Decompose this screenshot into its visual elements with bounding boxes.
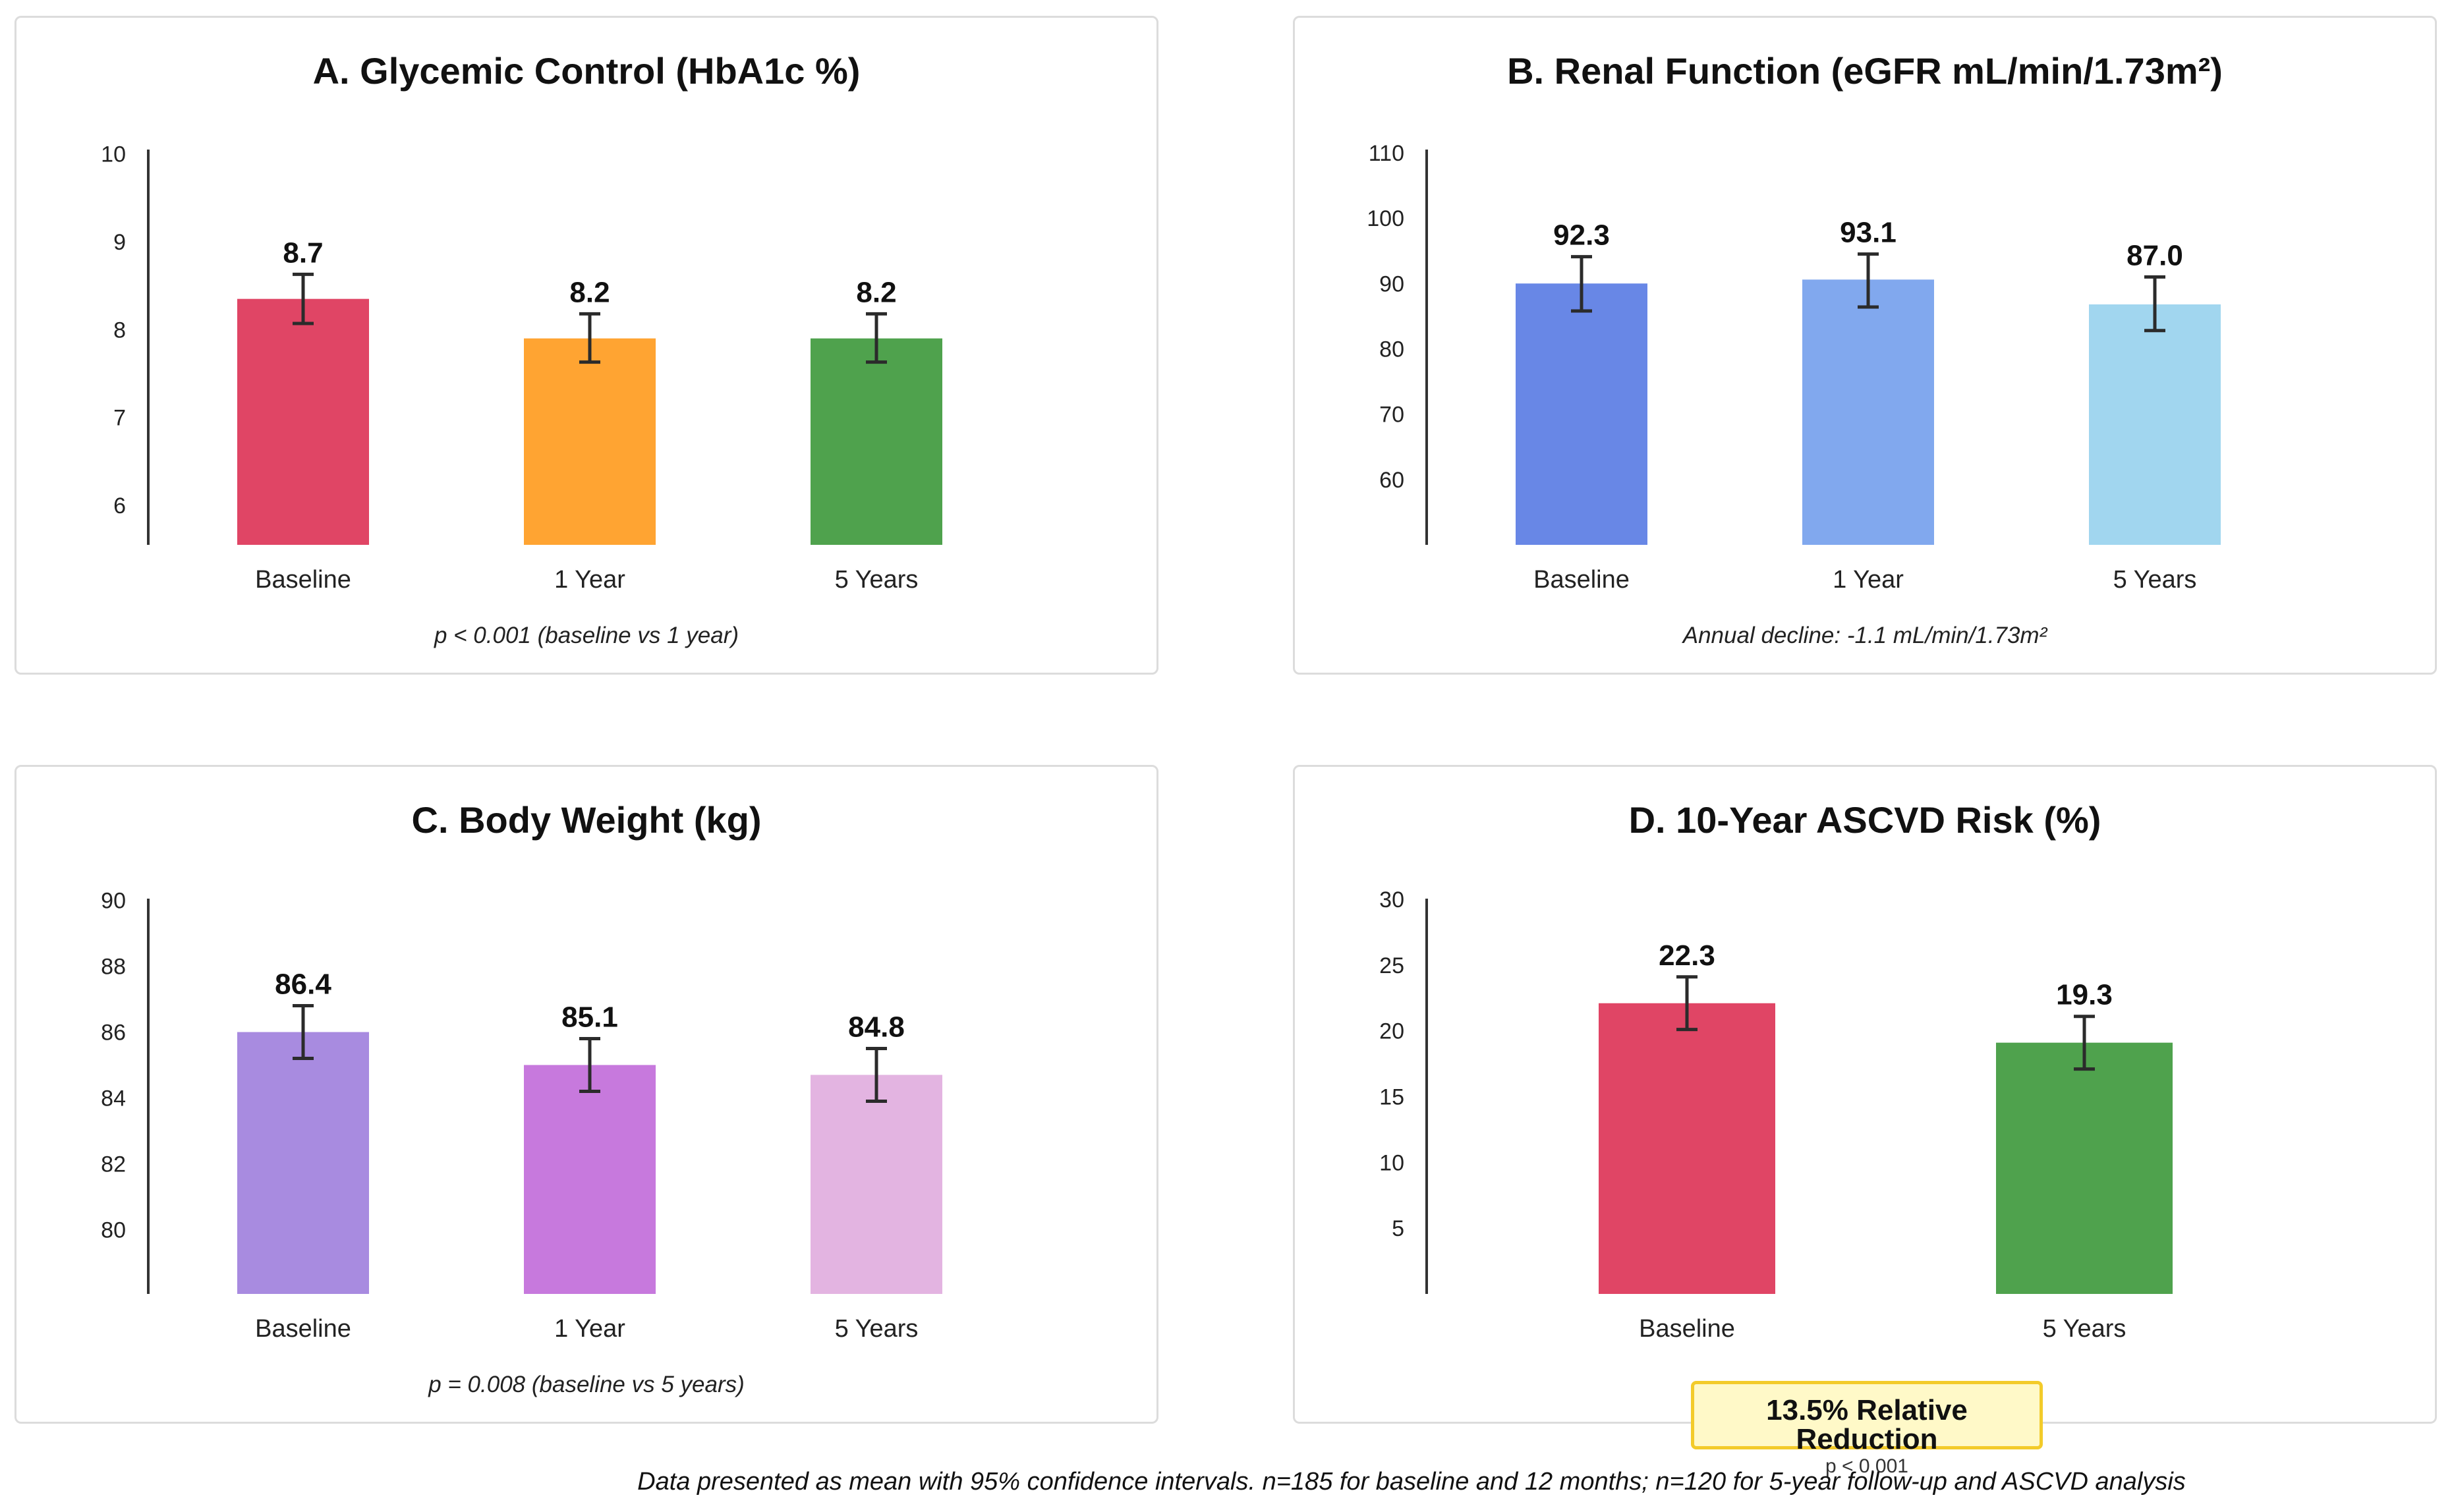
chart-title: A. Glycemic Control (HbA1c %) bbox=[312, 50, 861, 92]
y-tick-label: 110 bbox=[1369, 141, 1404, 166]
chart-title: B. Renal Function (eGFR mL/min/1.73m²) bbox=[1507, 50, 2223, 92]
y-tick-label: 9 bbox=[113, 230, 126, 255]
error-bar bbox=[2144, 275, 2165, 333]
x-tick-label: 5 Years bbox=[835, 1315, 919, 1343]
error-bar bbox=[293, 1004, 314, 1060]
data-label: 19.3 bbox=[2056, 979, 2113, 1011]
y-tick-label: 86 bbox=[101, 1021, 126, 1046]
error-bar bbox=[866, 312, 887, 364]
chart-note: Annual decline: -1.1 mL/min/1.73m² bbox=[1682, 623, 2047, 648]
data-label: 85.1 bbox=[561, 1001, 618, 1034]
chart-note: p = 0.008 (baseline vs 5 years) bbox=[428, 1372, 745, 1397]
panel-renal-function: B. Renal Function (eGFR mL/min/1.73m²) 1… bbox=[1293, 16, 2437, 675]
y-tick-label: 15 bbox=[1379, 1084, 1404, 1109]
data-label: 22.3 bbox=[1659, 939, 1715, 972]
bar bbox=[524, 1065, 656, 1294]
relative-reduction-badge: 13.5% Relative Reduction p < 0.001 bbox=[1691, 1381, 2043, 1476]
x-tick-label: 5 Years bbox=[2043, 1315, 2126, 1343]
y-tick-label: 60 bbox=[1379, 468, 1404, 493]
x-tick-label: 1 Year bbox=[1833, 566, 1904, 594]
error-bar bbox=[293, 272, 314, 325]
y-tick-label: 6 bbox=[113, 493, 126, 518]
data-label: 8.2 bbox=[569, 276, 610, 308]
y-tick-label: 25 bbox=[1379, 953, 1404, 978]
x-tick-label: Baseline bbox=[1639, 1315, 1735, 1343]
error-bar bbox=[866, 1047, 887, 1103]
y-tick-label: 100 bbox=[1367, 206, 1404, 231]
bar bbox=[1996, 1042, 2173, 1294]
y-tick-label: 20 bbox=[1379, 1019, 1404, 1044]
panel-ascvd-risk: D. 10-Year ASCVD Risk (%) 30 25 20 15 10 5 22.… bbox=[1293, 765, 2437, 1424]
x-tick-label: 1 Year bbox=[554, 1315, 625, 1343]
bar bbox=[237, 1032, 369, 1294]
bar bbox=[811, 338, 942, 545]
y-tick-label: 30 bbox=[1379, 887, 1404, 912]
relative-reduction-label: 13.5% Relative Reduction bbox=[1766, 1394, 1968, 1455]
error-bar bbox=[1571, 255, 1592, 313]
bar bbox=[524, 338, 656, 545]
y-tick-label: 70 bbox=[1379, 403, 1404, 428]
error-bar bbox=[579, 312, 600, 364]
x-tick-label: 1 Year bbox=[554, 566, 625, 594]
error-bar bbox=[2074, 1015, 2095, 1071]
data-label: 8.2 bbox=[856, 276, 896, 308]
data-label: 84.8 bbox=[848, 1011, 905, 1044]
relative-reduction-pvalue: p < 0.001 bbox=[1825, 1455, 1908, 1477]
bar bbox=[2089, 304, 2221, 545]
error-bar bbox=[1858, 252, 1879, 309]
y-tick-label: 10 bbox=[101, 142, 126, 167]
figure-footnote: Data presented as mean with 95% confiden… bbox=[0, 1468, 2454, 1496]
data-label: 92.3 bbox=[1553, 219, 1610, 252]
y-tick-label: 80 bbox=[101, 1218, 126, 1243]
y-tick-label: 90 bbox=[101, 889, 126, 914]
error-bar bbox=[579, 1037, 600, 1093]
y-tick-label: 84 bbox=[101, 1086, 126, 1111]
y-tick-label: 7 bbox=[113, 406, 126, 431]
chart-title: C. Body Weight (kg) bbox=[411, 799, 762, 841]
bar bbox=[811, 1075, 942, 1294]
y-tick-label: 80 bbox=[1379, 337, 1404, 362]
bar bbox=[1599, 1003, 1775, 1294]
y-tick-label: 82 bbox=[101, 1152, 126, 1177]
y-tick-label: 10 bbox=[1379, 1150, 1404, 1175]
bar bbox=[1802, 279, 1934, 545]
chart-renal-function: 110 100 90 80 70 60 92.3 Baseline 93.1 1 Year 87.0… bbox=[1367, 141, 2221, 594]
x-tick-label: Baseline bbox=[255, 566, 351, 594]
bar bbox=[1516, 283, 1647, 545]
bar bbox=[237, 298, 369, 545]
y-tick-label: 5 bbox=[1392, 1216, 1404, 1241]
y-tick-label: 8 bbox=[113, 318, 126, 343]
chart-body-weight: 90 88 86 84 82 80 86.4 Baseline 85.1 1 Year 84.8 5 … bbox=[101, 889, 942, 1343]
error-bar bbox=[1676, 975, 1698, 1032]
x-tick-label: Baseline bbox=[1533, 566, 1630, 594]
x-tick-label: Baseline bbox=[255, 1315, 351, 1343]
data-label: 8.7 bbox=[283, 237, 323, 269]
panel-glycemic-control: A. Glycemic Control (HbA1c %) 10 9 8 7 6 8.7 B… bbox=[14, 16, 1158, 675]
chart-ascvd-risk: 30 25 20 15 10 5 22.3 Baseline 19.3 5 Years bbox=[1379, 887, 2173, 1343]
y-tick-label: 90 bbox=[1379, 271, 1404, 296]
chart-glycemic-control: 10 9 8 7 6 8.7 Baseline 8.2 1 Year 8.2 5 Years bbox=[101, 142, 942, 594]
data-label: 86.4 bbox=[275, 968, 331, 1001]
chart-title: D. 10-Year ASCVD Risk (%) bbox=[1628, 799, 2101, 841]
footnote-text: Data presented as mean with 95% confiden… bbox=[637, 1468, 2186, 1496]
x-tick-label: 5 Years bbox=[2113, 566, 2197, 594]
data-label: 87.0 bbox=[2126, 239, 2183, 271]
data-label: 93.1 bbox=[1840, 217, 1897, 249]
x-tick-label: 5 Years bbox=[835, 566, 919, 594]
panel-body-weight: C. Body Weight (kg) 90 88 86 84 82 80 86.4 Base… bbox=[14, 765, 1158, 1424]
y-tick-label: 88 bbox=[101, 955, 126, 980]
chart-note: p < 0.001 (baseline vs 1 year) bbox=[434, 623, 739, 648]
